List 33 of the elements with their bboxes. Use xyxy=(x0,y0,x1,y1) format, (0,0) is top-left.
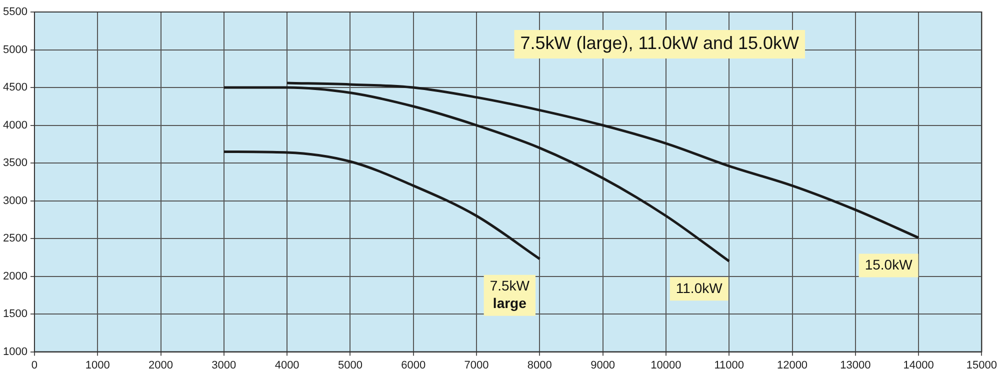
x-tick-label: 11000 xyxy=(714,359,744,372)
x-tick-label: 9000 xyxy=(590,359,616,372)
x-tick-label: 3000 xyxy=(212,359,236,372)
x-tick-label: 6000 xyxy=(401,359,426,372)
series-label: 15.0kW xyxy=(864,256,914,272)
y-tick-label: 3000 xyxy=(2,194,28,207)
y-tick-label: 4000 xyxy=(2,119,28,132)
text: 7.5kW (large), 11.0kW and 15.0kW xyxy=(520,33,800,54)
y-tick-label: 2000 xyxy=(2,270,28,282)
series-label: 7.5kW large xyxy=(490,278,530,312)
x-tick-label: 7000 xyxy=(464,359,489,372)
line-series xyxy=(222,86,730,262)
x-tick-label: 8000 xyxy=(527,359,552,372)
y-tick-label: 4500 xyxy=(2,82,28,94)
x-tick-label: 15000 xyxy=(966,359,998,372)
y-tick-label: 1000 xyxy=(2,346,28,358)
x-tick-label: 12000 xyxy=(776,359,808,372)
x-tick-label: 10000 xyxy=(650,359,682,372)
x-tick-label: 5000 xyxy=(338,359,362,372)
y-tick-label: 3500 xyxy=(2,157,28,170)
series-label: 11.0kW xyxy=(676,280,724,296)
x-tick-label: 1000 xyxy=(85,359,110,372)
y-tick-label: 2500 xyxy=(2,232,28,245)
line-series xyxy=(222,150,541,260)
line-series xyxy=(286,82,920,240)
y-tick-label: 5000 xyxy=(2,44,28,56)
x-tick-label: 13000 xyxy=(840,359,871,372)
x-tick-label: 4000 xyxy=(274,359,300,372)
y-tick-label: 5500 xyxy=(2,6,28,18)
x-tick-label: 14000 xyxy=(903,359,934,372)
x-tick-label: 2000 xyxy=(148,359,174,372)
y-tick-label: 1500 xyxy=(2,308,28,320)
x-tick-label: 0 xyxy=(31,359,38,372)
